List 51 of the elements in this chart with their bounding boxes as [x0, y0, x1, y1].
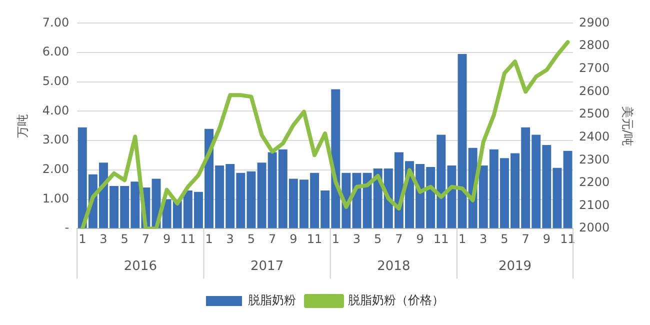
- x-tick-label: 11: [180, 232, 196, 246]
- y-tick-label: 7.00: [42, 15, 70, 30]
- x-tick-label: 5: [374, 232, 382, 246]
- y2-tick-label: 2000: [579, 220, 610, 235]
- x-tick-label: 5: [247, 232, 256, 246]
- legend-label: 脱脂奶粉: [248, 293, 296, 308]
- y2-tick-label: 2900: [579, 15, 610, 30]
- x-tick-label: 9: [162, 232, 171, 246]
- x-tick-label: 3: [100, 232, 108, 246]
- text: 2017: [250, 258, 284, 274]
- y2-tick-label: 2400: [579, 129, 610, 144]
- x-tick-label: 9: [290, 232, 298, 246]
- y-axis-title: 万吨: [15, 114, 30, 138]
- x-tick-label: 1: [78, 232, 86, 246]
- y-tick-label: 1.00: [42, 191, 70, 206]
- bar: [563, 150, 572, 228]
- y-tick-label: 2.00: [42, 162, 70, 176]
- y-tick-label: 3.00: [42, 132, 70, 147]
- x-tick-label: 1: [205, 232, 213, 246]
- x-tick-label: 1: [332, 232, 340, 246]
- x-tick-label: 7: [268, 232, 276, 246]
- text: 2016: [124, 258, 157, 274]
- x-tick-label: 9: [542, 232, 550, 246]
- y-tick-label: -: [64, 220, 70, 235]
- y2-tick-label: 2500: [579, 106, 610, 121]
- x-tick-label: 9: [416, 232, 424, 246]
- y-tick-label: 6.00: [42, 44, 70, 59]
- x-tick-label: 5: [500, 232, 508, 246]
- y-tick-label: 4.00: [42, 103, 70, 118]
- y2-tick-label: 2600: [579, 84, 610, 98]
- x-tick-label: 3: [352, 232, 361, 246]
- x-tick-label: 11: [434, 232, 449, 246]
- y2-axis-title: 美元/吨: [620, 106, 635, 146]
- y2-tick-label: 2700: [579, 60, 610, 75]
- legend-label: 脱脂奶粉（价格）: [348, 293, 444, 308]
- y-tick-label: 5.00: [42, 74, 70, 88]
- x-tick-label: 11: [306, 232, 322, 246]
- y2-tick-label: 2800: [579, 38, 610, 52]
- x-tick-label: 1: [458, 232, 466, 246]
- text: 2019: [498, 258, 532, 274]
- x-tick-label: 7: [142, 232, 150, 246]
- text: 2018: [377, 258, 410, 274]
- x-tick-label: 7: [395, 232, 403, 246]
- x-tick-label: 5: [120, 232, 128, 246]
- x-tick-label: 3: [480, 232, 488, 246]
- y2-tick-label: 2200: [579, 175, 610, 190]
- x-tick-label: 7: [522, 232, 530, 246]
- y2-tick-label: 2100: [579, 198, 610, 212]
- y2-tick-label: 2300: [579, 152, 610, 166]
- x-tick-label: 3: [226, 232, 234, 246]
- x-tick-label: 11: [560, 232, 576, 246]
